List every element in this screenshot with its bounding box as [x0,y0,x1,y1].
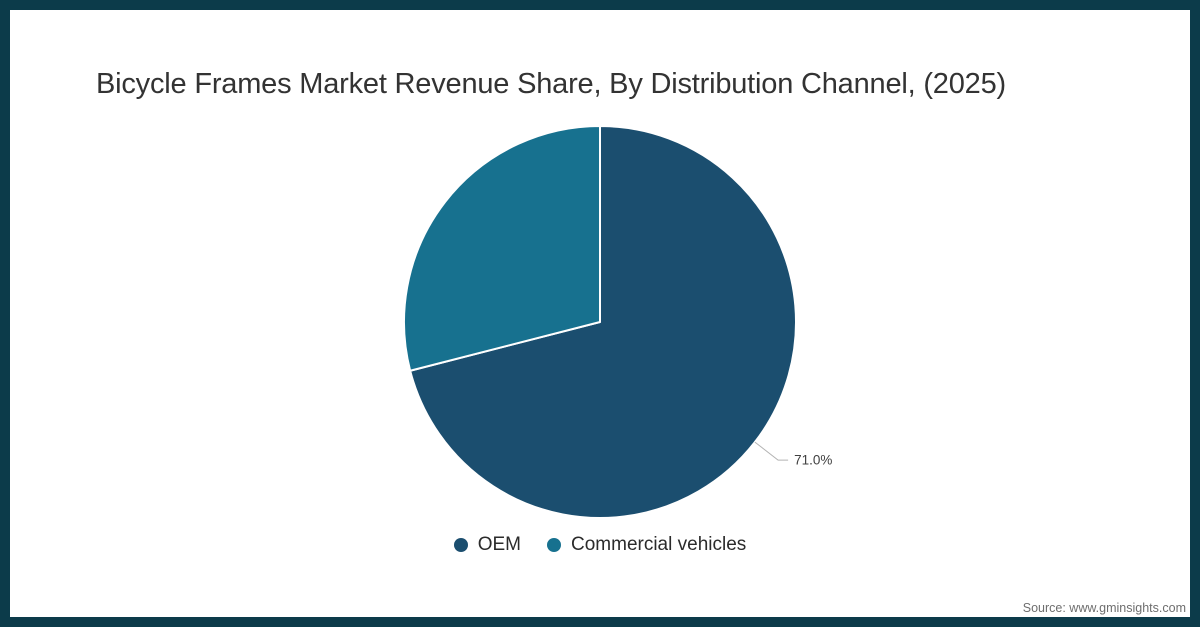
legend-label: Commercial vehicles [571,534,747,555]
pie-slice-value-label: 71.0% [794,453,832,468]
legend: OEM Commercial vehicles [10,534,1190,556]
pie-slice-commercial-vehicles [403,125,601,372]
chart-title: Bicycle Frames Market Revenue Share, By … [96,68,1006,100]
legend-label: OEM [477,534,521,555]
legend-item-oem: OEM [453,534,521,556]
legend-dot-icon [453,538,468,552]
pie-chart: 71.0% [403,125,832,519]
source-attribution: Source: www.gminsights.com [1022,601,1186,615]
label-leader-line [754,441,789,461]
legend-item-commercial-vehicles: Commercial vehicles [547,534,746,556]
pie-slice-oem [409,125,797,519]
legend-dot-icon [547,538,561,552]
